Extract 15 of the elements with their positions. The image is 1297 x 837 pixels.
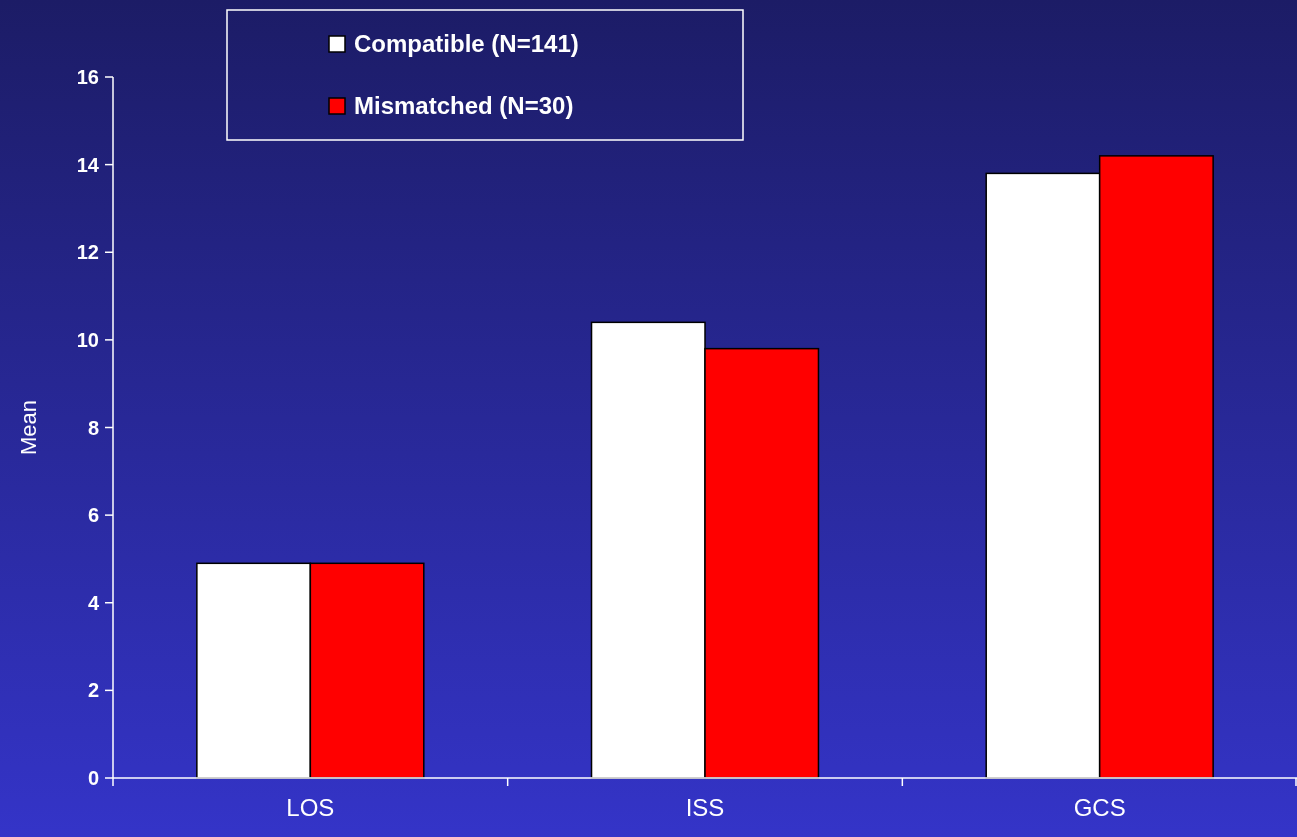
y-tick-label: 6	[87, 504, 99, 527]
y-tick-label: 2	[87, 679, 99, 702]
y-axis-title: Mean	[16, 399, 41, 456]
y-tick-label: 0	[87, 767, 99, 789]
y-tick-label: 14	[76, 153, 100, 176]
y-tick-label: 8	[87, 416, 99, 439]
legend-label: Compatible (N=141)	[354, 30, 579, 58]
x-tick-label: LOS	[286, 794, 335, 821]
y-tick-label: 12	[76, 241, 99, 264]
y-tick-label: 16	[76, 66, 99, 88]
x-tick-label: ISS	[685, 794, 725, 821]
y-tick-label: 10	[76, 328, 99, 351]
x-tick-label: GCS	[1073, 794, 1126, 821]
y-tick-label: 4	[87, 591, 100, 614]
legend-label: Mismatched (N=30)	[354, 92, 574, 120]
